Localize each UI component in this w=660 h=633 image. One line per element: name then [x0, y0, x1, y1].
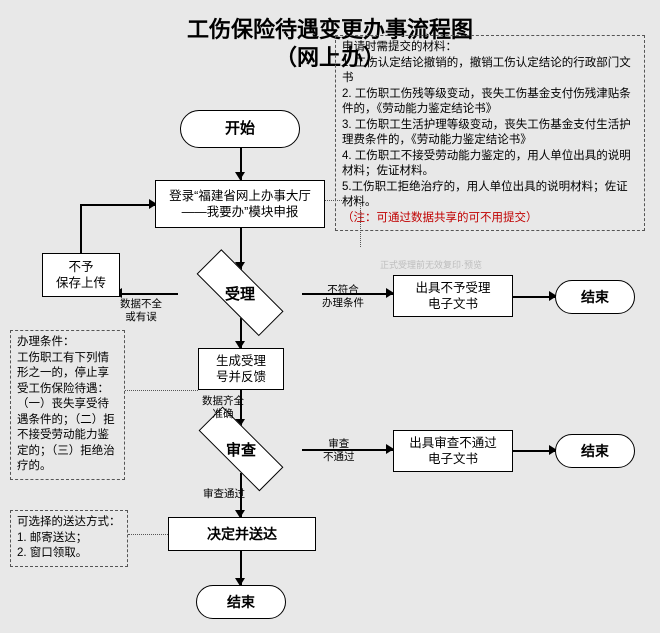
node-upload: 不予 保存上传: [42, 253, 120, 297]
node-fail-doc: 出具审查不通过 电子文书: [393, 430, 513, 472]
watermark: 正式受理前无效复印·预览: [380, 260, 482, 271]
node-accept-label: 受理: [225, 283, 255, 304]
node-login: 登录“福建省网上办事大厅——我要办”模块申报: [155, 180, 325, 228]
node-accept: 受理: [178, 268, 302, 318]
node-end-1: 结束: [555, 280, 635, 314]
annot-materials-item-1: 1. 工伤认定结论撤销的，撤销工伤认定结论的行政部门文书: [342, 56, 638, 87]
label-not-meet: 不符合 办理条件: [322, 284, 364, 309]
annot-materials-item-2: 2. 工伤职工伤残等级变动，丧失工伤基金支付伤残津贴条件的，《劳动能力鉴定结论书…: [342, 87, 638, 118]
annot-materials-item-5: 5.工伤职工拒绝治疗的，用人单位出具的说明材料；佐证材料。: [342, 180, 638, 211]
label-fail: 审查 不通过: [323, 438, 355, 463]
annot-materials: 申请时需提交的材料： 1. 工伤认定结论撤销的，撤销工伤认定结论的行政部门文书 …: [335, 35, 645, 231]
annot-materials-heading: 申请时需提交的材料：: [342, 40, 638, 56]
node-gen-no: 生成受理 号并反馈: [198, 348, 284, 390]
label-incomplete: 数据不全 或有误: [120, 298, 162, 323]
label-pass: 审查通过: [203, 488, 245, 501]
annot-materials-item-3: 3. 工伤职工生活护理等级变动，丧失工伤基金支付生活护理费条件的，《劳动能力鉴定…: [342, 118, 638, 149]
node-reject-doc: 出具不予受理 电子文书: [393, 275, 513, 317]
node-end-3: 结束: [196, 585, 286, 619]
annot-materials-note: （注：可通过数据共享的可不用提交）: [342, 211, 638, 227]
node-end-2: 结束: [555, 434, 635, 468]
label-complete: 数据齐全 准确: [202, 395, 244, 420]
node-review-label: 审查: [226, 439, 256, 460]
annot-delivery: 可选择的送达方式： 1. 邮寄送达； 2. 窗口领取。: [10, 510, 128, 567]
annot-materials-item-4: 4. 工伤职工不接受劳动能力鉴定的，用人单位出具的说明材料；佐证材料。: [342, 149, 638, 180]
node-start: 开始: [180, 110, 300, 148]
node-review: 审查: [180, 425, 302, 473]
node-decide: 决定并送达: [168, 517, 316, 551]
flowchart-canvas: 工伤保险待遇变更办事流程图 （网上办） 申请时需提交的材料： 1. 工伤认定结论…: [0, 0, 660, 633]
annot-conditions: 办理条件： 工伤职工有下列情形之一的，停止享受工伤保险待遇：（一）丧失享受待遇条…: [10, 330, 125, 480]
